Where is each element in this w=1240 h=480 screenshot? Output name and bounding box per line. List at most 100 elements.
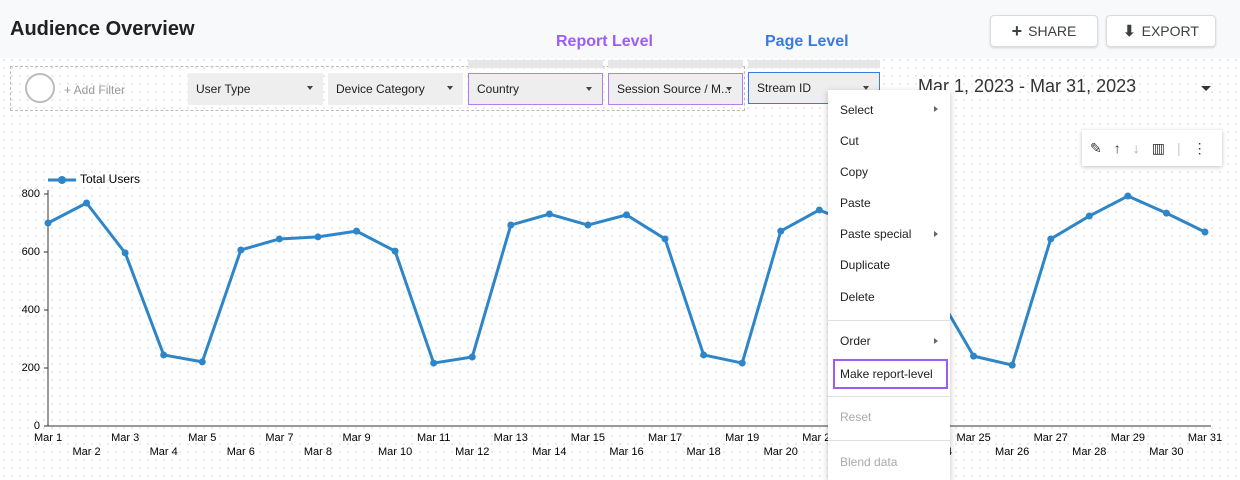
x-tick-label: Mar 20 [764, 446, 798, 458]
x-tick-label: Mar 16 [609, 446, 643, 458]
point [198, 358, 206, 366]
point [700, 351, 708, 359]
filter-circle [25, 73, 55, 103]
menu-item[interactable]: Paste special [840, 227, 912, 241]
x-tick-label: Mar 3 [111, 432, 139, 444]
legend-dot [58, 176, 66, 184]
filter-bar [10, 66, 745, 111]
menu-item[interactable]: Make report-level [840, 367, 933, 381]
point [545, 210, 553, 218]
point [1201, 228, 1209, 236]
report-title: Audience Overview [10, 18, 195, 40]
up-icon[interactable]: ↑ [1113, 140, 1121, 156]
menu-item[interactable]: Copy [840, 165, 869, 179]
menu-item[interactable]: Select [840, 103, 874, 117]
share-button[interactable]: + SHARE [990, 15, 1098, 47]
x-tick-label: Mar 30 [1149, 446, 1183, 458]
strip [748, 60, 880, 68]
x-tick-label: Mar 18 [687, 446, 721, 458]
x-tick-label: Mar 10 [378, 446, 412, 458]
x-tick-label: Mar 21 [802, 432, 836, 444]
strip [468, 60, 603, 68]
x-tick-label: Mar 9 [342, 432, 370, 444]
x-tick-label: Mar 31 [1188, 432, 1222, 444]
point [1162, 209, 1170, 217]
point [83, 199, 91, 207]
point [815, 206, 823, 214]
point [1124, 192, 1132, 200]
export-label: EXPORT [1141, 23, 1199, 39]
x-tick-label: Mar 6 [227, 446, 255, 458]
point [314, 233, 322, 241]
x-tick-label: Mar 15 [571, 432, 605, 444]
x-tick-label: Mar 11 [417, 432, 450, 444]
control-label: Country [477, 82, 520, 96]
point [237, 246, 245, 254]
point [777, 227, 785, 235]
point [1047, 235, 1055, 243]
down-icon[interactable]: ↓ [1132, 140, 1140, 156]
export-button[interactable]: ⬇ EXPORT [1106, 15, 1216, 47]
strip [608, 60, 743, 68]
x-tick-label: Mar 27 [1034, 432, 1068, 444]
point [391, 247, 399, 255]
point [160, 351, 168, 359]
context-menu: Select Cut Copy Paste Paste special Dupl… [828, 90, 950, 480]
y-tick-label: 0 [34, 420, 40, 432]
line [47, 194, 1206, 367]
point [44, 219, 52, 227]
control-label: Device Category [336, 82, 425, 96]
point [353, 227, 361, 235]
point [584, 221, 592, 229]
control-label: Stream ID [757, 81, 812, 95]
date-range[interactable]: Mar 1, 2023 - Mar 31, 2023 [918, 76, 1137, 96]
menu-item[interactable]: Duplicate [840, 258, 891, 272]
chart-toolbar: ✎ ↑ ↓ ▥ | ⋮ [1082, 130, 1222, 166]
x-tick-label: Mar 17 [648, 432, 682, 444]
filter-control[interactable]: Country [468, 73, 603, 105]
point [275, 235, 283, 243]
filter-control[interactable]: Session Source / M... [608, 73, 743, 105]
point [430, 359, 438, 367]
control-label: User Type [196, 82, 251, 96]
x-tick-label: Mar 28 [1072, 446, 1106, 458]
x-tick-label: Mar 13 [494, 432, 528, 444]
x-tick-label: Mar 4 [150, 446, 178, 458]
point [623, 211, 630, 219]
menu-item[interactable]: Cut [840, 134, 859, 148]
page-level-label: Page Level [765, 33, 849, 50]
share-label: SHARE [1028, 23, 1077, 39]
edit-icon[interactable]: ✎ [1090, 139, 1102, 156]
menu-highlight [833, 359, 948, 389]
add-filter[interactable]: + Add Filter [64, 83, 126, 97]
point [970, 352, 978, 360]
point [121, 249, 129, 257]
menu-item[interactable]: Order [840, 334, 871, 348]
x-tick-label: Mar 26 [995, 446, 1029, 458]
x-tick-label: Mar 1 [34, 432, 62, 444]
report-level-label: Report Level [556, 33, 653, 50]
menu-item[interactable]: Delete [840, 290, 875, 304]
point [507, 221, 515, 229]
point [1008, 361, 1016, 369]
x-tick-label: Mar 2 [73, 446, 101, 458]
filter-control[interactable]: Device Category [328, 73, 463, 105]
menu-item[interactable]: Blend data [840, 455, 898, 469]
x-tick-label: Mar 29 [1111, 432, 1145, 444]
legend-label: Total Users [80, 172, 140, 186]
x-tick-label: Mar 19 [725, 432, 759, 444]
x-tick-label: Mar 14 [532, 446, 566, 458]
filter-control[interactable]: User Type [188, 73, 323, 105]
menu-item[interactable]: Reset [840, 410, 872, 424]
date-arrow[interactable] [1201, 86, 1211, 91]
point [738, 359, 746, 367]
menu-item[interactable]: Paste [840, 196, 871, 210]
x-tick-label: Mar 12 [455, 446, 489, 458]
chart-icon[interactable]: ▥ [1151, 139, 1165, 156]
point [661, 235, 669, 243]
y-tick-label: 400 [22, 304, 40, 316]
x-tick-label: Mar 5 [188, 432, 216, 444]
more-icon[interactable]: ⋮ [1192, 139, 1207, 156]
